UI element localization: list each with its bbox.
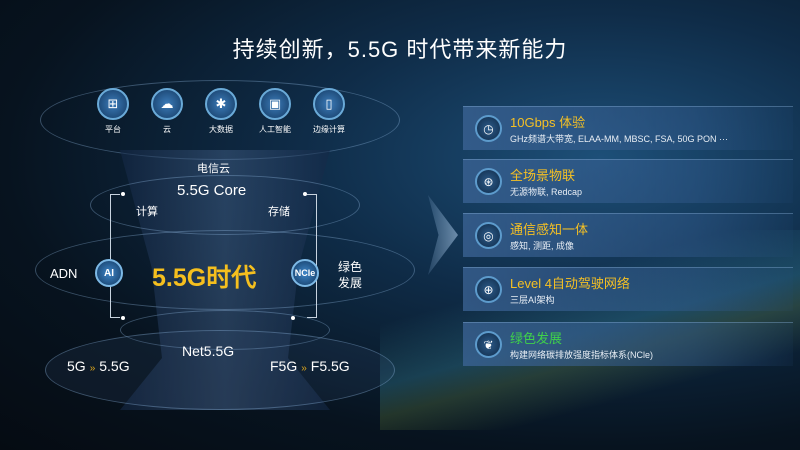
ncle-badge: NCle bbox=[291, 259, 319, 287]
card-description: 感知, 测距, 成像 bbox=[510, 241, 575, 251]
adn-label: ADN bbox=[50, 266, 78, 281]
app-edge-computing: ▯ 边缘计算 bbox=[304, 88, 354, 135]
app-icon-row: ⊞ 平台 ☁ 云 ✱ 大数据 ▣ 人工智能 ▯ 边缘计算 bbox=[88, 88, 354, 135]
capability-card: ⊕ Level 4自动驾驶网络三层AI架构 bbox=[463, 267, 793, 311]
left-evolution: 5G» 5.5G bbox=[67, 358, 130, 374]
slide-title: 持续创新，5.5G 时代带来新能力 bbox=[232, 37, 568, 62]
cloud-icon: ☁ bbox=[151, 88, 183, 120]
card-heading: 10Gbps 体验 bbox=[510, 115, 586, 130]
app-label: 边缘计算 bbox=[313, 125, 345, 134]
app-label: 平台 bbox=[105, 125, 121, 134]
capability-card: ❦ 绿色发展构建网络碳排放强度指标体系(NCle) bbox=[463, 322, 793, 366]
from-label: F5G bbox=[270, 358, 298, 374]
big-data-icon: ✱ bbox=[205, 88, 237, 120]
app-label: 大数据 bbox=[209, 125, 233, 134]
core-label: 5.5G Core bbox=[177, 182, 247, 199]
capability-card: ◷ 10Gbps 体验 GHz频谱大带宽, ELAA-MM, MBSC, FSA, … bbox=[463, 106, 793, 150]
storage-label: 存储 bbox=[268, 206, 290, 218]
to-label: 5.5G bbox=[99, 358, 130, 374]
card-description: 无源物联, Redcap bbox=[510, 187, 583, 197]
bottom-ellipse bbox=[45, 330, 395, 410]
globe-network-icon: ⊕ bbox=[475, 276, 502, 303]
bracket-dot bbox=[121, 316, 125, 320]
card-heading: 绿色发展 bbox=[510, 331, 563, 346]
capability-card: ◎ 通信感知一体感知, 测距, 成像 bbox=[463, 213, 793, 257]
card-description: 构建网络碳排放强度指标体系(NCle) bbox=[510, 350, 653, 360]
app-ai: ▣ 人工智能 bbox=[250, 88, 300, 135]
bracket-dot bbox=[121, 192, 125, 196]
leaf-icon: ❦ bbox=[475, 331, 502, 358]
card-heading: 通信感知一体 bbox=[510, 222, 589, 237]
compute-label: 计算 bbox=[136, 206, 158, 218]
speedometer-icon: ◷ bbox=[475, 115, 502, 142]
bracket-dot bbox=[303, 192, 307, 196]
net55g-label: Net5.5G bbox=[182, 343, 235, 359]
edge-computing-icon: ▯ bbox=[313, 88, 345, 120]
app-cloud: ☁ 云 bbox=[142, 88, 192, 135]
chevron-right-icon: » bbox=[301, 363, 307, 374]
left-bracket bbox=[110, 194, 120, 318]
era-heading: 5.5G时代 bbox=[152, 264, 257, 292]
card-description: GHz频谱大带宽, ELAA-MM, MBSC, FSA, 50G PON ··… bbox=[510, 134, 729, 144]
app-big-data: ✱ 大数据 bbox=[196, 88, 246, 135]
from-label: 5G bbox=[67, 358, 86, 374]
development-label: 发展 bbox=[338, 276, 363, 290]
card-heading: Level 4自动驾驶网络 bbox=[510, 276, 630, 291]
right-evolution: F5G» F5.5G bbox=[270, 358, 350, 374]
card-description: 三层AI架构 bbox=[510, 295, 555, 305]
right-bracket bbox=[307, 194, 317, 318]
app-platform: ⊞ 平台 bbox=[88, 88, 138, 135]
iot-network-icon: ⊛ bbox=[475, 168, 502, 195]
app-label: 人工智能 bbox=[259, 125, 291, 134]
to-label: F5.5G bbox=[310, 358, 350, 374]
telecom-cloud-label: 电信云 bbox=[197, 163, 230, 175]
bracket-dot bbox=[291, 316, 295, 320]
app-label: 云 bbox=[163, 125, 171, 134]
sensing-icon: ◎ bbox=[475, 222, 502, 249]
ai-badge: AI bbox=[95, 259, 123, 287]
capability-card: ⊛ 全场景物联无源物联, Redcap bbox=[463, 159, 793, 203]
chevron-right-icon: » bbox=[89, 363, 96, 374]
card-heading: 全场景物联 bbox=[510, 168, 576, 183]
ai-chip-icon: ▣ bbox=[259, 88, 291, 120]
green-label: 绿色 bbox=[338, 260, 363, 274]
platform-icon: ⊞ bbox=[97, 88, 129, 120]
